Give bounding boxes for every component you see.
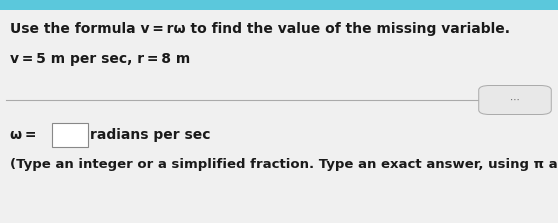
Text: ω =: ω =: [10, 128, 36, 142]
Text: radians per sec: radians per sec: [90, 128, 210, 142]
FancyBboxPatch shape: [52, 123, 88, 147]
Text: (Type an integer or a simplified fraction. Type an exact answer, using π as need: (Type an integer or a simplified fractio…: [10, 158, 558, 171]
FancyBboxPatch shape: [0, 0, 558, 10]
Text: ⋯: ⋯: [510, 95, 520, 105]
Text: Use the formula v = rω to find the value of the missing variable.: Use the formula v = rω to find the value…: [10, 22, 510, 36]
Text: v = 5 m per sec, r = 8 m: v = 5 m per sec, r = 8 m: [10, 52, 190, 66]
FancyBboxPatch shape: [479, 85, 551, 114]
